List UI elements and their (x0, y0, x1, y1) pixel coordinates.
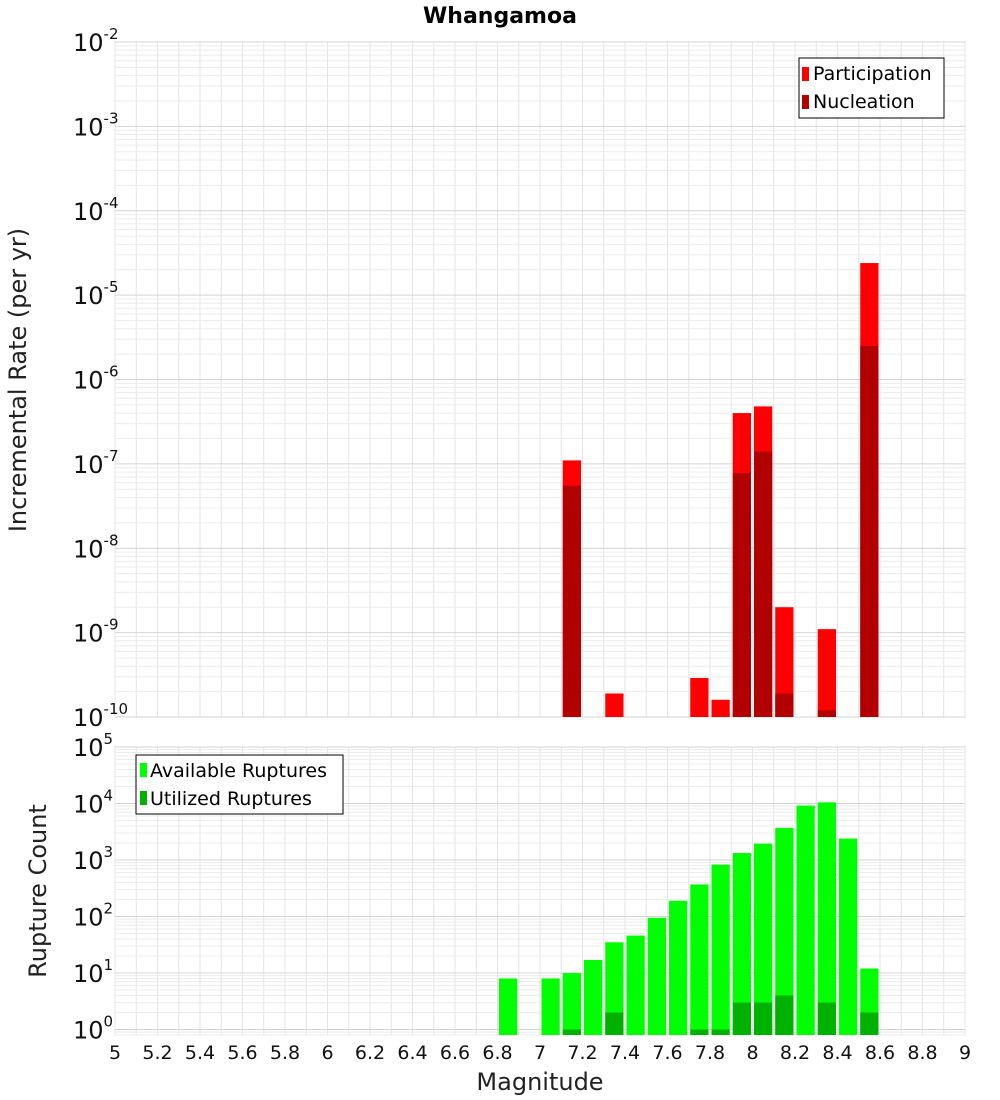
x-tick-label: 8 (746, 1042, 758, 1064)
bar-nucleation (562, 485, 581, 717)
legend-swatch-nucleation (802, 95, 809, 109)
x-tick-label: 6.2 (355, 1042, 385, 1064)
bottom-bars (499, 802, 879, 1035)
legend-label-nucleation: Nucleation (813, 91, 915, 113)
x-tick-label: 5.4 (185, 1042, 215, 1064)
x-tick-label: 7.8 (695, 1042, 725, 1064)
top-bars (562, 263, 879, 717)
top-grid (114, 41, 966, 718)
y-tick-label: 10-7 (73, 447, 119, 479)
bar-available-ruptures (839, 838, 858, 1035)
top-legend: Participation Nucleation (798, 57, 945, 119)
bar-utilized-ruptures (860, 1012, 879, 1035)
x-tick-label: 8.6 (865, 1042, 895, 1064)
y-tick-label: 10-4 (73, 194, 119, 226)
bar-available-ruptures (562, 973, 581, 1035)
y-tick-label: 100 (73, 1013, 113, 1045)
y-tick-label: 10-9 (73, 616, 119, 648)
x-tick-label: 9 (959, 1042, 971, 1064)
bottom-legend: Available Ruptures Utilized Ruptures (135, 754, 344, 815)
bar-utilized-ruptures (732, 1002, 751, 1035)
legend-label-participation: Participation (813, 63, 932, 85)
bar-available-ruptures (690, 884, 709, 1035)
bar-available-ruptures (732, 853, 751, 1035)
x-tick-label: 6.6 (440, 1042, 470, 1064)
bar-available-ruptures (817, 802, 836, 1035)
x-tick-label: 8.8 (907, 1042, 937, 1064)
top-y-tick-labels: 10-10 10-9 10-8 10-7 10-6 10-5 10-4 10-3 10-2 (73, 25, 128, 732)
x-tick-label: 5.6 (227, 1042, 257, 1064)
legend-swatch-participation (802, 67, 809, 81)
bar-utilized-ruptures (775, 995, 794, 1035)
x-tick-label: 6 (321, 1042, 333, 1064)
x-tick-label: 5.2 (142, 1042, 172, 1064)
bar-nucleation (732, 472, 751, 717)
legend-label-available: Available Ruptures (150, 760, 327, 782)
bar-nucleation (775, 693, 794, 717)
y-tick-label: 10-6 (73, 363, 119, 395)
bottom-legend-box (135, 754, 344, 815)
top-legend-box (798, 57, 945, 119)
x-tick-label: 7.6 (652, 1042, 682, 1064)
y-tick-label: 10-8 (73, 531, 119, 563)
bar-available-ruptures (499, 978, 518, 1035)
bar-utilized-ruptures (754, 1002, 773, 1035)
bar-available-ruptures (754, 843, 773, 1035)
x-tick-label: 8.4 (822, 1042, 852, 1064)
bar-utilized-ruptures (562, 1029, 581, 1035)
y-tick-label: 10-2 (73, 25, 119, 57)
x-tick-label: 5 (109, 1042, 121, 1064)
bar-available-ruptures (796, 805, 815, 1035)
bar-available-ruptures (626, 935, 645, 1035)
top-y-axis-label: Incremental Rate (per yr) (4, 228, 32, 532)
bar-utilized-ruptures (817, 1002, 836, 1035)
bar-utilized-ruptures (605, 1012, 624, 1035)
y-tick-label: 10-3 (73, 109, 119, 141)
y-tick-label: 10-10 (73, 700, 128, 732)
bar-nucleation (754, 451, 773, 717)
legend-swatch-utilized (140, 791, 147, 805)
legend-label-utilized: Utilized Ruptures (150, 788, 312, 810)
legend-swatch-available (140, 763, 147, 777)
chart-title: Whangamoa (423, 4, 577, 29)
y-tick-label: 104 (73, 787, 113, 819)
bar-nucleation (817, 710, 836, 717)
bottom-y-axis-label: Rupture Count (24, 804, 52, 978)
bottom-y-tick-labels: 100 101 102 103 104 105 (73, 730, 113, 1045)
y-tick-label: 103 (73, 843, 113, 875)
x-tick-labels: 5 5.2 5.4 5.6 5.8 6 6.2 6.4 6.6 6.8 7 7.2 7.4 7.6 7.8 8… (109, 1042, 971, 1064)
x-tick-label: 6.4 (397, 1042, 427, 1064)
bar-utilized-ruptures (690, 1029, 709, 1035)
bar-participation (775, 607, 794, 717)
y-tick-label: 101 (73, 956, 113, 988)
x-tick-label: 7 (534, 1042, 546, 1064)
bar-available-ruptures (775, 827, 794, 1035)
y-tick-label: 105 (73, 730, 113, 762)
bar-utilized-ruptures (711, 1029, 730, 1035)
x-tick-label: 8.2 (780, 1042, 810, 1064)
x-tick-label: 7.2 (567, 1042, 597, 1064)
y-tick-label: 102 (73, 900, 113, 932)
x-tick-label: 7.4 (610, 1042, 640, 1064)
bar-participation (605, 693, 624, 717)
bar-nucleation (860, 345, 879, 717)
bar-available-ruptures (541, 978, 560, 1035)
bar-participation (711, 699, 730, 717)
bar-available-ruptures (605, 942, 624, 1035)
y-tick-label: 10-5 (73, 278, 119, 310)
bar-available-ruptures (711, 864, 730, 1035)
bar-participation (817, 629, 836, 717)
bar-available-ruptures (647, 917, 666, 1035)
x-tick-label: 6.8 (482, 1042, 512, 1064)
x-tick-label: 5.8 (270, 1042, 300, 1064)
bar-participation (690, 677, 709, 717)
bar-available-ruptures (584, 959, 603, 1035)
bar-available-ruptures (669, 900, 688, 1035)
x-axis-label: Magnitude (476, 1068, 603, 1096)
